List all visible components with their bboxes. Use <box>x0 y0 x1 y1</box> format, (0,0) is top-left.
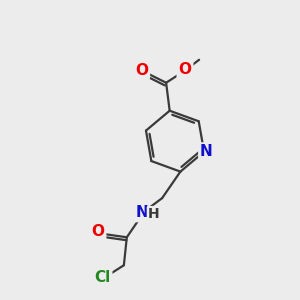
Text: O: O <box>92 224 104 239</box>
Text: N: N <box>200 144 213 159</box>
Text: H: H <box>148 207 160 221</box>
Text: N: N <box>135 205 148 220</box>
Text: Cl: Cl <box>94 269 110 284</box>
Text: O: O <box>178 62 191 77</box>
Text: O: O <box>135 63 148 78</box>
